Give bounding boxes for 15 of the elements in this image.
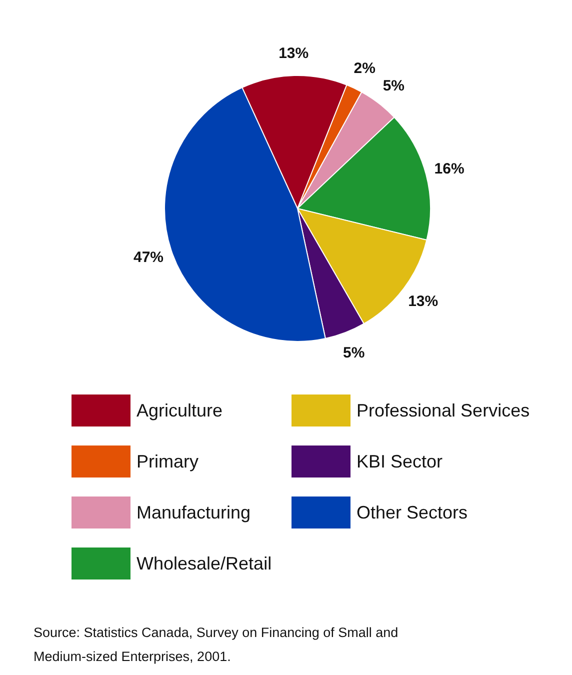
- legend-label: Primary: [136, 452, 198, 472]
- legend-label: Agriculture: [136, 400, 223, 420]
- legend-label: Manufacturing: [136, 502, 251, 522]
- legend-label: Other Sectors: [356, 502, 468, 522]
- data-label: 5%: [343, 344, 365, 362]
- data-label: 13%: [278, 45, 309, 62]
- source-note: Source: Statistics Canada, Survey on Financing of Small and Medium-sized Enterprises, 2001.: [34, 625, 398, 664]
- data-label: 2%: [354, 60, 376, 77]
- legend-label: KBI Sector: [356, 452, 443, 472]
- data-label: 16%: [434, 160, 464, 178]
- legend-label: Wholesale/Retail: [136, 554, 272, 574]
- data-label: 5%: [382, 77, 405, 94]
- legend-label: Professional Services: [356, 400, 530, 420]
- data-label: 47%: [133, 248, 164, 266]
- data-label: 13%: [408, 293, 438, 310]
